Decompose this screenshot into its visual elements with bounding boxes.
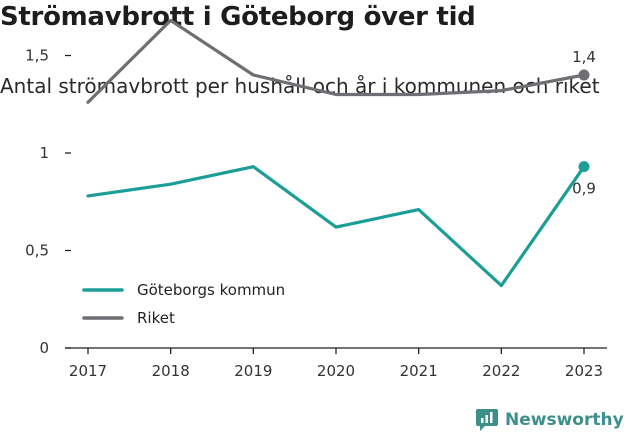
y-tick-label: 1,5	[25, 47, 49, 65]
x-tick-label: 2021	[400, 362, 438, 380]
x-tick-label: 2018	[152, 362, 190, 380]
y-tick-label: 0,5	[25, 242, 49, 260]
y-tick-label: 1	[39, 144, 49, 162]
newsworthy-logo-icon	[476, 409, 498, 431]
legend-label-riket: Riket	[137, 309, 175, 327]
x-tick-label: 2019	[234, 362, 272, 380]
legend-background	[76, 276, 322, 334]
chart-title: Strömavbrott i Göteborg över tid	[0, 2, 476, 32]
end-point-goteborg	[578, 161, 590, 173]
legend-label-goteborg: Göteborgs kommun	[137, 281, 285, 299]
x-tick-label: 2022	[482, 362, 520, 380]
brand-name: Newsworthy	[505, 410, 624, 430]
x-tick-label: 2020	[317, 362, 355, 380]
brand-logo-block: Newsworthy	[476, 409, 624, 431]
series-line-riket	[86, 18, 586, 104]
series-line-goteborg	[86, 165, 586, 288]
y-tick-label: 0	[39, 339, 49, 357]
end-label-riket: 1,4	[572, 48, 596, 66]
end-label-goteborg: 0,9	[572, 180, 596, 198]
x-tick-label: 2023	[565, 362, 603, 380]
line-chart: 0 0,5 1 1,5 2017 2018 2019 2020 2021 2022 2023 Göte…	[25, 18, 607, 380]
x-tick-label: 2017	[69, 362, 107, 380]
end-point-riket	[578, 69, 590, 81]
